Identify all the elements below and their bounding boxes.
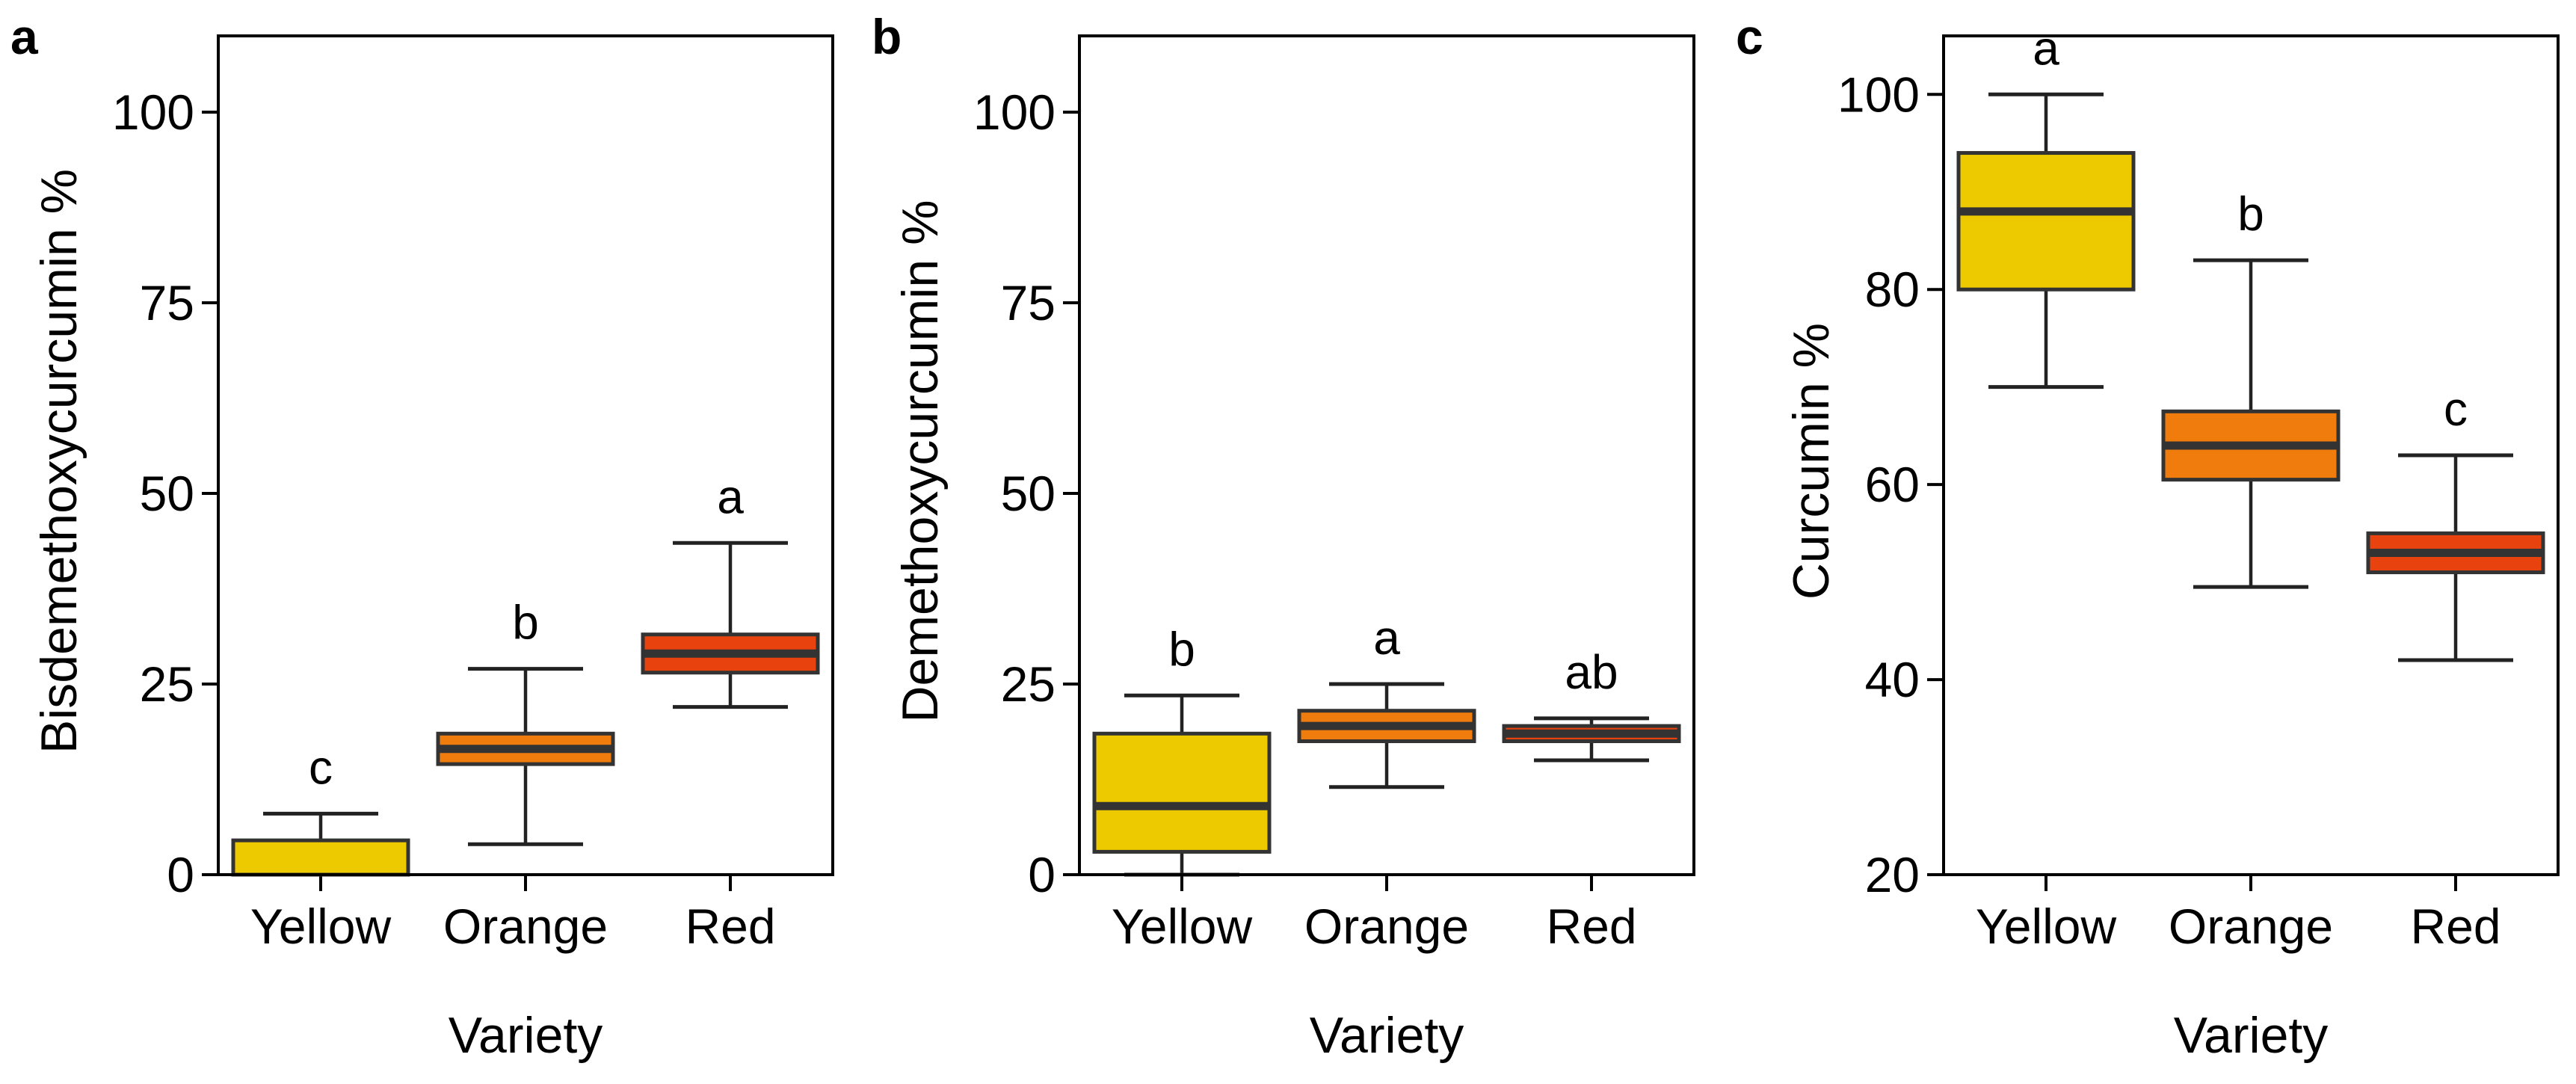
y-tick-label: 25 [140, 656, 194, 712]
y-tick-label: 20 [1865, 847, 1920, 902]
x-tick-label: Yellow [1976, 899, 2117, 954]
plot-frame [217, 34, 834, 876]
y-tick-label: 80 [1865, 262, 1920, 317]
x-tick-label: Yellow [1112, 899, 1253, 954]
x-tick-label: Red [685, 899, 775, 954]
y-tick-label: 25 [1001, 656, 1056, 712]
y-tick-label: 0 [167, 847, 194, 902]
box-red: ab [1502, 645, 1681, 763]
y-tick-label: 60 [1865, 457, 1920, 512]
y-tick-label: 0 [1028, 847, 1056, 902]
panel-a: a 0 25 50 75 100 Yellow Orange Red Variety Bisdeme… [10, 9, 834, 1064]
significance-label: a [717, 469, 744, 523]
significance-label: a [2033, 21, 2059, 75]
y-tick-label: 100 [112, 84, 194, 140]
x-tick-label: Orange [443, 899, 608, 954]
y-tick-label: 50 [1001, 466, 1056, 521]
iqr-box [1092, 731, 1272, 854]
panel-c: c 20 40 60 80 100 Yellow Orange Red Variety Curcum… [1736, 9, 2560, 1064]
y-axis-title: Curcumin % [1783, 323, 1840, 600]
iqr-box [1956, 151, 2136, 292]
y-tick-label: 50 [140, 466, 194, 521]
y-axis-title: Bisdemethoxycurcumin % [31, 169, 87, 754]
box-yellow: c [231, 740, 410, 877]
plot-frame [1942, 34, 2560, 876]
panel-letter: c [1736, 9, 1763, 64]
y-tick-label: 75 [140, 275, 194, 330]
x-axis-title: Variety [2174, 1007, 2329, 1064]
y-tick-label: 100 [973, 84, 1056, 140]
box-orange: b [436, 596, 615, 846]
significance-label: a [1373, 611, 1400, 665]
significance-label: c [2444, 382, 2468, 436]
significance-label: b [512, 596, 539, 650]
x-tick-label: Red [1546, 899, 1636, 954]
significance-label: ab [1565, 645, 1618, 699]
x-tick-label: Orange [1304, 899, 1469, 954]
box-yellow: b [1092, 622, 1272, 877]
box-orange: b [2161, 187, 2341, 589]
y-tick-label: 40 [1865, 652, 1920, 707]
box-red: c [2366, 382, 2545, 662]
significance-label: c [309, 740, 333, 794]
box-red: a [641, 469, 820, 709]
significance-label: b [2237, 187, 2264, 241]
y-tick-label: 100 [1837, 67, 1920, 122]
panel-letter: a [10, 9, 39, 64]
x-axis-title: Variety [449, 1007, 603, 1064]
x-tick-label: Yellow [250, 899, 392, 954]
x-axis-title: Variety [1310, 1007, 1464, 1064]
plot-frame [1078, 34, 1695, 876]
y-tick-label: 75 [1001, 275, 1056, 330]
panel-letter: b [872, 9, 902, 64]
iqr-box [231, 838, 410, 877]
significance-label: b [1168, 622, 1195, 676]
panel-b: b 0 25 50 75 100 Yellow Orange Red Variety Demetho… [872, 9, 1695, 1064]
x-tick-label: Red [2410, 899, 2500, 954]
box-orange: a [1297, 611, 1476, 789]
y-axis-title: Demethoxycurcumin % [892, 200, 949, 722]
box-yellow: a [1956, 21, 2136, 389]
x-tick-label: Orange [2169, 899, 2333, 954]
